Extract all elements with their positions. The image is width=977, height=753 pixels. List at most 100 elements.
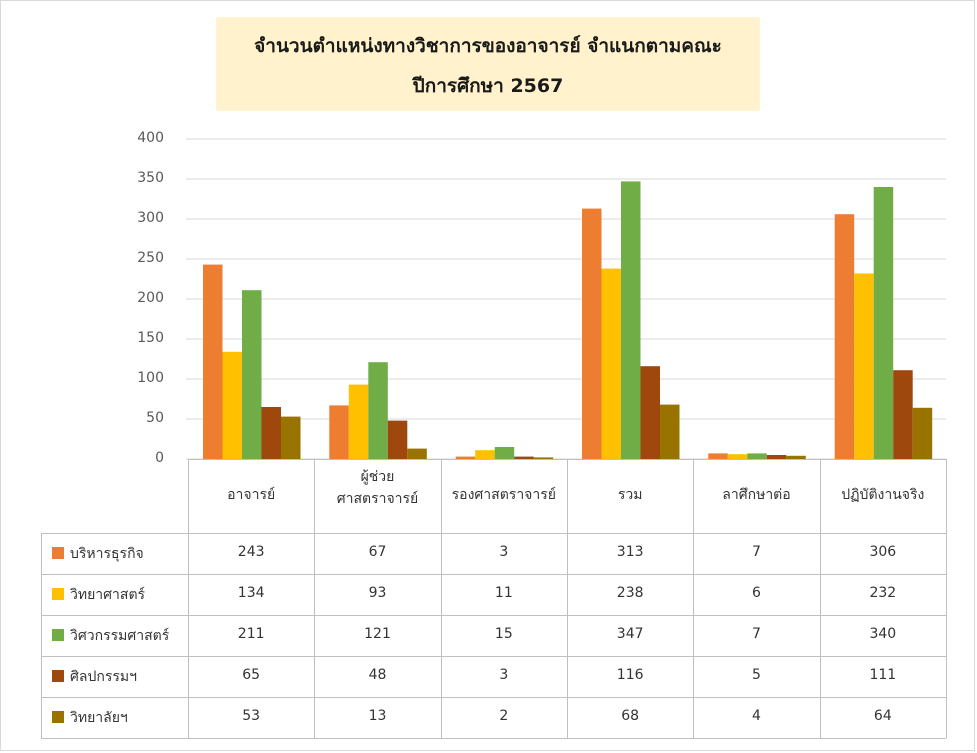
table-left-border bbox=[41, 533, 42, 738]
table-cell: 121 bbox=[364, 626, 391, 642]
series-name: บริหารธุรกิจ bbox=[70, 546, 144, 562]
y-tick-label: 200 bbox=[137, 290, 164, 306]
table-row-divider bbox=[41, 697, 946, 698]
y-tick-label: 250 bbox=[137, 250, 164, 266]
bar-0-4 bbox=[708, 453, 728, 459]
table-cell: 7 bbox=[752, 626, 761, 642]
bar-1-2 bbox=[475, 450, 495, 459]
table-cell: 4 bbox=[752, 708, 761, 724]
legend-swatch bbox=[52, 588, 64, 600]
series-name: ศิลปกรรมฯ bbox=[70, 669, 137, 685]
bar-1-0 bbox=[222, 351, 242, 459]
legend-swatch bbox=[52, 547, 64, 559]
table-cell: 65 bbox=[242, 667, 261, 683]
bar-4-5 bbox=[912, 407, 933, 459]
table-cell: 7 bbox=[752, 544, 761, 560]
table-cell: 3 bbox=[499, 667, 509, 683]
bar-3-5 bbox=[893, 370, 913, 459]
table-cell: 232 bbox=[869, 585, 897, 601]
category-label: รวม bbox=[617, 487, 643, 503]
bar-1-4 bbox=[727, 454, 748, 459]
table-cell: 67 bbox=[368, 544, 387, 560]
bar-2-0 bbox=[242, 290, 262, 459]
table-cell: 2 bbox=[499, 708, 509, 724]
legend-swatch bbox=[52, 670, 64, 682]
series-name: วิทยาศาสตร์ bbox=[70, 587, 146, 603]
table-cell: 340 bbox=[869, 626, 897, 642]
bar-3-2 bbox=[514, 456, 534, 459]
category-label: ผู้ช่วย ศาสตราจารย์ bbox=[336, 469, 419, 507]
table-cell: 64 bbox=[873, 708, 892, 724]
y-tick-label: 400 bbox=[137, 130, 164, 146]
bar-2-5 bbox=[873, 187, 894, 459]
category-label: ลาศึกษาต่อ bbox=[722, 487, 791, 503]
y-tick-label: 300 bbox=[137, 210, 164, 226]
bar-3-3 bbox=[640, 366, 660, 459]
table-column-divider bbox=[188, 459, 189, 738]
table-row-divider bbox=[41, 574, 946, 575]
table-column-divider bbox=[441, 459, 442, 738]
series-name: วิศวกรรมศาสตร์ bbox=[70, 628, 170, 644]
table-column-divider bbox=[314, 459, 315, 738]
bar-0-5 bbox=[834, 214, 855, 459]
table-cell: 111 bbox=[869, 667, 897, 683]
table-cell: 313 bbox=[616, 544, 644, 560]
bar-1-1 bbox=[348, 384, 369, 459]
table-cell: 5 bbox=[752, 667, 761, 683]
table-cell: 238 bbox=[616, 585, 644, 601]
bar-0-2 bbox=[455, 456, 476, 459]
table-cell: 48 bbox=[368, 667, 387, 683]
table-column-divider bbox=[946, 459, 947, 738]
y-tick-label: 150 bbox=[137, 330, 164, 346]
table-column-divider bbox=[567, 459, 568, 738]
table-cell: 211 bbox=[237, 626, 265, 642]
legend-swatch bbox=[52, 629, 64, 641]
y-tick-label: 350 bbox=[137, 170, 164, 186]
table-cell: 13 bbox=[368, 708, 387, 724]
table-cell: 93 bbox=[368, 585, 387, 601]
table-top-border bbox=[188, 459, 946, 460]
series-name: วิทยาลัยฯ bbox=[70, 710, 128, 726]
category-label: รองศาสตราจารย์ bbox=[451, 487, 556, 503]
table-column-divider bbox=[693, 459, 694, 738]
table-cell: 68 bbox=[621, 708, 640, 724]
bar-2-1 bbox=[368, 362, 388, 459]
bar-0-0 bbox=[203, 264, 223, 459]
table-cell: 53 bbox=[242, 708, 261, 724]
chart-subtitle: ปีการศึกษา 2567 bbox=[412, 75, 564, 97]
chart-title: จำนวนตำแหน่งทางวิชาการของอาจารย์ จำแนกตา… bbox=[254, 35, 722, 57]
table-cell: 15 bbox=[494, 626, 513, 642]
bar-1-5 bbox=[854, 273, 874, 459]
bar-4-3 bbox=[660, 404, 680, 459]
y-tick-label: 0 bbox=[155, 450, 164, 466]
legend-swatch bbox=[52, 711, 64, 723]
bar-2-4 bbox=[747, 453, 767, 459]
bar-0-3 bbox=[582, 208, 602, 459]
table-header-divider bbox=[41, 533, 946, 534]
table-cell: 347 bbox=[616, 626, 644, 642]
bar-2-2 bbox=[494, 447, 515, 459]
category-label: อาจารย์ bbox=[227, 487, 276, 503]
table-row-divider bbox=[41, 615, 946, 616]
table-cell: 134 bbox=[237, 585, 265, 601]
table-cell: 116 bbox=[616, 667, 644, 683]
bar-4-0 bbox=[281, 416, 301, 459]
bar-4-2 bbox=[533, 457, 554, 459]
table-cell: 243 bbox=[237, 544, 265, 560]
table-column-divider bbox=[820, 459, 821, 738]
bar-4-1 bbox=[407, 448, 427, 459]
bar-3-4 bbox=[766, 455, 787, 459]
table-cell: 11 bbox=[494, 585, 513, 601]
table-cell: 3 bbox=[499, 544, 509, 560]
bar-1-3 bbox=[601, 268, 621, 459]
bar-3-1 bbox=[387, 420, 408, 459]
table-cell: 306 bbox=[869, 544, 897, 560]
table-row-divider bbox=[41, 738, 946, 739]
category-label: ปฏิบัติงานจริง bbox=[841, 487, 925, 503]
y-tick-label: 50 bbox=[146, 410, 164, 426]
bar-4-4 bbox=[786, 455, 806, 459]
bar-2-3 bbox=[621, 181, 641, 459]
bar-3-0 bbox=[261, 407, 281, 459]
